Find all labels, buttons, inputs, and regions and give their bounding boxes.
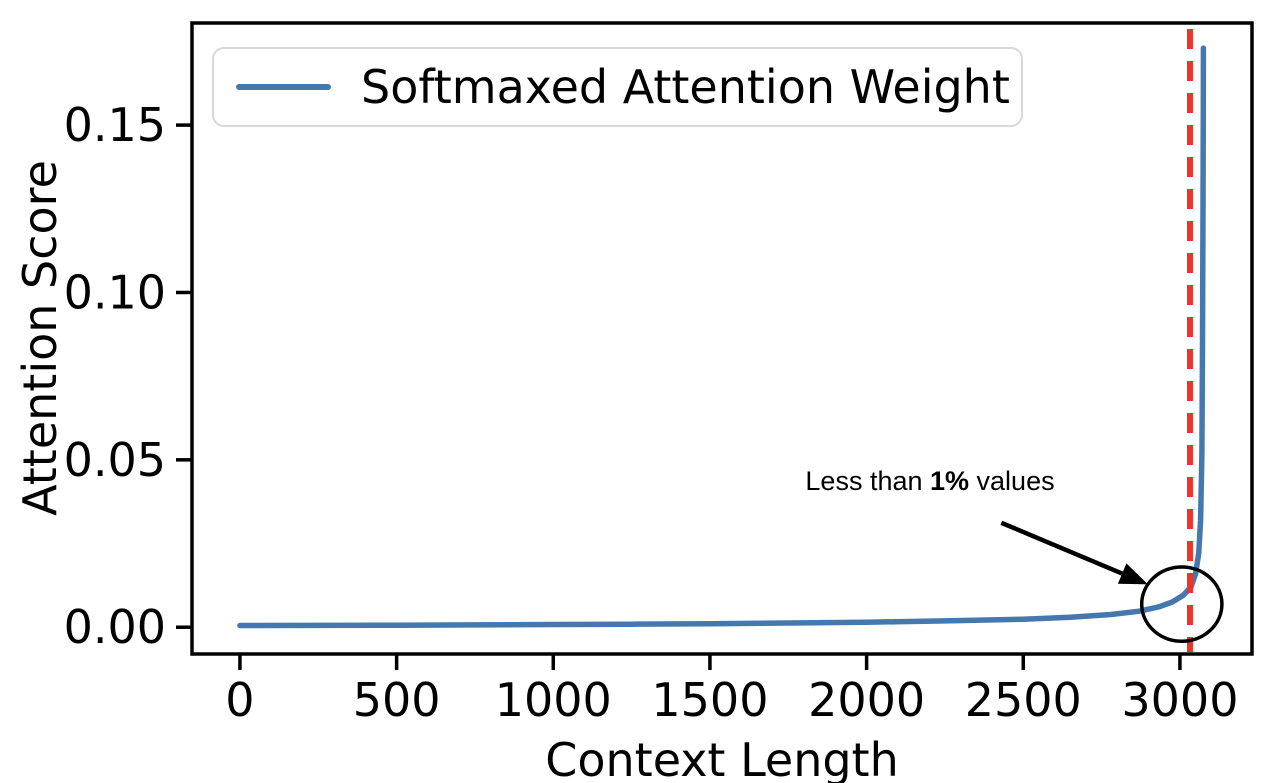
annotation-text: Less than 1% values (805, 466, 1054, 497)
annotation-text-prefix: Less than (805, 466, 930, 496)
annotation-arrow-head (1117, 563, 1148, 585)
x-tick-label: 1500 (651, 673, 768, 727)
x-tick-label: 2500 (965, 673, 1082, 727)
annotation-arrow-shaft (1000, 520, 1124, 576)
x-axis-label: Context Length (545, 733, 899, 783)
legend: Softmaxed Attention Weight (212, 47, 1023, 127)
x-tick-label: 0 (225, 673, 254, 727)
annotation-text-bold: 1% (930, 466, 970, 496)
legend-label: Softmaxed Attention Weight (361, 60, 1010, 114)
y-axis-label: Attention Score (13, 160, 67, 516)
outlier-circle-annotation (1139, 565, 1224, 644)
y-tick-label: 0.15 (64, 98, 166, 152)
x-tick-label: 3000 (1121, 673, 1238, 727)
x-tick-label: 2000 (808, 673, 925, 727)
attention-curve (237, 45, 1207, 629)
y-tick-label: 0.05 (64, 433, 166, 487)
x-tick-label: 1000 (495, 673, 612, 727)
y-tick-label: 0.10 (64, 265, 166, 319)
axes-frame (190, 21, 1254, 656)
annotation-text-suffix: values (969, 466, 1055, 496)
y-tick-label: 0.00 (64, 600, 166, 654)
legend-line-swatch (236, 84, 331, 90)
x-tick-label: 500 (353, 673, 441, 727)
